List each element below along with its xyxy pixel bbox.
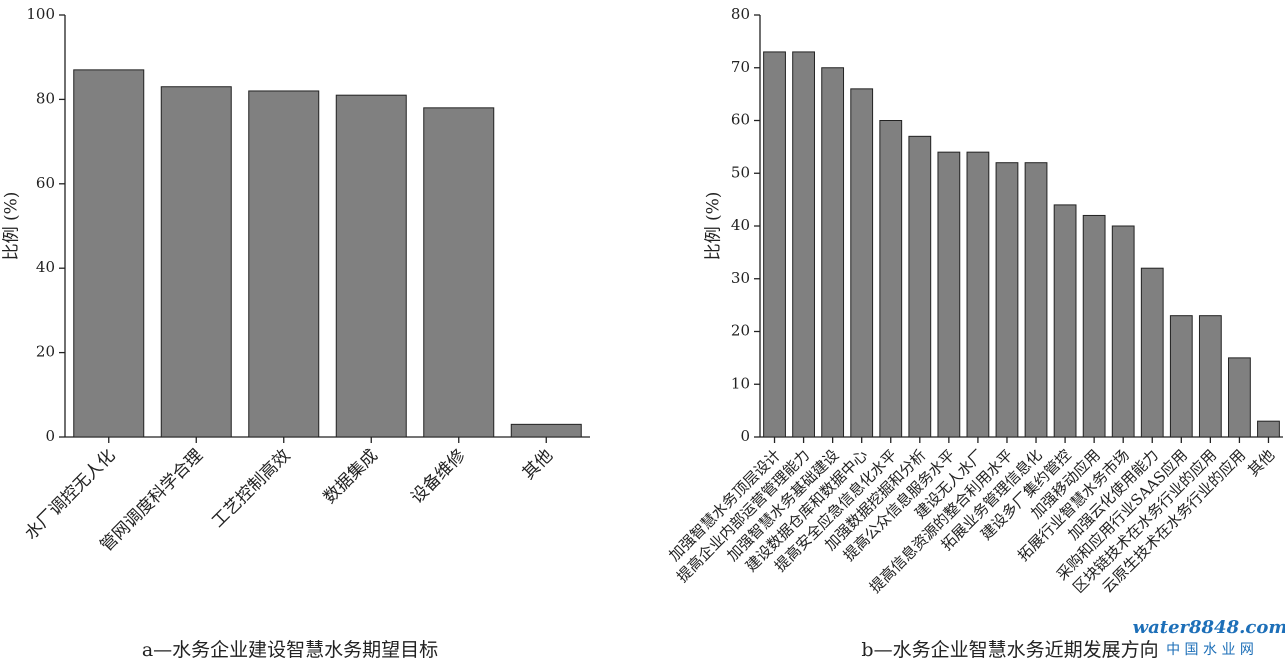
bar [792,51,815,438]
y-tick-label: 10 [731,374,750,392]
caption: a—水务企业建设智慧水务期望目标 [142,639,438,661]
y-tick-label: 60 [731,111,750,129]
bar [73,69,145,438]
bar [160,86,232,438]
bar [966,151,990,438]
bar [510,423,582,438]
x-tick-label: 数据集成 [320,446,382,508]
y-tick-label: 80 [731,5,750,23]
bar [879,120,903,438]
bar [821,67,845,438]
y-tick-label: 0 [45,427,55,445]
x-tick-label: 其他 [519,446,557,484]
bar [1228,357,1251,438]
y-tick-label: 40 [36,258,55,276]
bar [1257,420,1280,438]
bar [1024,162,1048,438]
watermark-brand: water8848.com [1133,617,1285,638]
x-tick-label: 水厂调控无人化 [21,446,119,544]
y-axis-label: 比例 (%) [2,192,22,261]
bar [335,94,407,438]
x-tick-label: 其他 [1244,446,1278,480]
bar [1111,225,1135,438]
bar [1082,214,1106,438]
bar [763,51,786,438]
y-axis-label: 比例 (%) [704,192,724,261]
caption: b—水务企业智慧水务近期发展方向 [861,639,1158,661]
y-tick-label: 40 [731,216,750,234]
watermark-site: 中 国 水 业 网 [1166,642,1254,658]
y-tick-label: 0 [740,427,750,445]
bar [850,88,874,438]
y-tick-label: 50 [731,163,750,181]
bar [1198,315,1222,438]
bar [937,151,961,438]
bar [248,90,320,438]
bar [1169,315,1193,438]
y-tick-label: 100 [26,5,55,23]
y-tick-label: 60 [36,174,55,192]
y-tick-label: 70 [731,58,750,76]
y-tick-label: 30 [731,269,750,287]
y-tick-label: 80 [36,89,55,107]
y-tick-label: 20 [36,343,55,361]
bar [908,135,932,438]
bar [995,162,1019,438]
bar [423,107,495,438]
y-tick-label: 20 [731,322,750,340]
bar [1140,267,1164,438]
x-tick-label: 工艺控制高效 [208,446,294,532]
bar [1053,204,1077,438]
x-tick-label: 设备维修 [407,446,469,508]
